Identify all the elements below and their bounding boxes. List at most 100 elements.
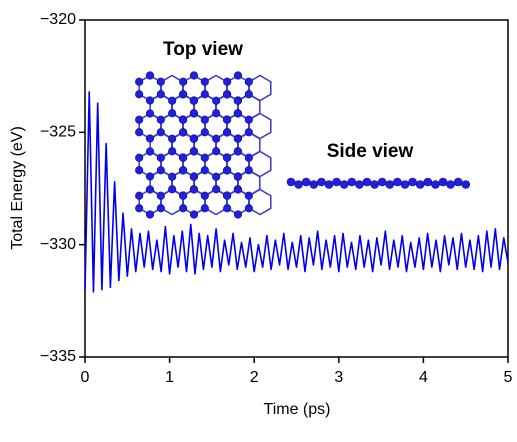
atom <box>244 153 253 162</box>
atom <box>324 180 334 189</box>
atom <box>200 77 209 86</box>
atom <box>168 134 177 143</box>
atom <box>423 177 433 187</box>
atom <box>179 153 188 162</box>
atom <box>156 204 165 213</box>
x-tick-label: 2 <box>250 369 259 386</box>
atom <box>223 115 232 124</box>
atom <box>244 204 253 213</box>
atom <box>461 180 471 189</box>
atom <box>233 185 243 194</box>
atom <box>168 96 177 105</box>
atom <box>179 204 188 213</box>
atom <box>189 172 198 181</box>
atom <box>223 191 232 200</box>
atom <box>135 115 144 124</box>
atom <box>446 180 455 189</box>
atom <box>212 134 221 143</box>
y-tick-label: −335 <box>40 348 76 365</box>
x-tick-label: 0 <box>81 369 90 386</box>
atom <box>156 90 165 99</box>
atom <box>200 153 209 162</box>
atom <box>309 180 319 189</box>
y-tick-label: −330 <box>40 236 76 253</box>
atom <box>178 166 188 175</box>
atom <box>212 172 221 181</box>
atom <box>212 185 221 194</box>
atom <box>453 177 463 187</box>
atom <box>168 185 177 194</box>
atom <box>233 134 242 143</box>
atom <box>355 180 364 189</box>
x-tick-label: 1 <box>165 369 174 386</box>
y-tick-label: −320 <box>40 11 76 28</box>
atom <box>200 115 209 124</box>
atom <box>145 134 155 143</box>
atom <box>168 109 177 118</box>
atom <box>189 71 199 80</box>
atom <box>212 109 221 118</box>
atom <box>244 77 253 86</box>
atom <box>200 204 209 213</box>
atom <box>332 177 341 187</box>
atom <box>438 177 448 187</box>
atom <box>233 172 242 181</box>
atom <box>145 109 155 118</box>
atom <box>408 177 417 187</box>
atom <box>189 210 199 219</box>
x-axis-label: Time (ps) <box>264 401 331 418</box>
atom <box>135 191 144 200</box>
atom <box>286 177 296 187</box>
atom <box>145 210 155 219</box>
atom <box>244 90 253 99</box>
atom <box>135 128 144 137</box>
atom <box>135 153 144 162</box>
atom <box>301 177 311 187</box>
atom <box>233 71 243 80</box>
atom <box>179 191 188 200</box>
atom <box>431 180 440 189</box>
atom <box>135 204 144 213</box>
atom <box>145 172 155 181</box>
atom <box>233 109 243 118</box>
atom <box>212 147 221 156</box>
atom <box>212 96 221 105</box>
atom <box>156 166 165 175</box>
atom <box>135 166 144 175</box>
atom <box>244 115 253 124</box>
atom <box>156 153 165 162</box>
atom <box>145 71 155 80</box>
atom <box>135 90 144 99</box>
atom <box>189 109 199 118</box>
y-tick-label: −325 <box>40 124 76 141</box>
atom <box>233 147 243 156</box>
atom <box>189 96 198 105</box>
atom <box>200 191 209 200</box>
annotation: Top view <box>163 39 243 60</box>
atom <box>223 153 232 162</box>
atom <box>156 191 165 200</box>
atom <box>145 96 155 105</box>
x-tick-label: 3 <box>334 369 343 386</box>
atom <box>244 191 253 200</box>
bond <box>248 188 272 216</box>
atom <box>156 128 165 137</box>
atom <box>393 177 402 187</box>
atom <box>222 90 232 99</box>
atom <box>156 115 165 124</box>
atom <box>200 128 209 137</box>
atom <box>178 90 188 99</box>
atom <box>233 96 242 105</box>
atom <box>189 185 199 194</box>
atom <box>179 115 188 124</box>
atom <box>178 128 188 137</box>
atom <box>189 147 199 156</box>
atom <box>347 177 357 187</box>
atom <box>244 128 253 137</box>
atom <box>135 77 144 86</box>
atom <box>370 180 379 189</box>
atom <box>200 90 209 99</box>
structure-insets <box>135 71 471 219</box>
atom <box>222 128 232 137</box>
energy-line <box>84 91 509 293</box>
